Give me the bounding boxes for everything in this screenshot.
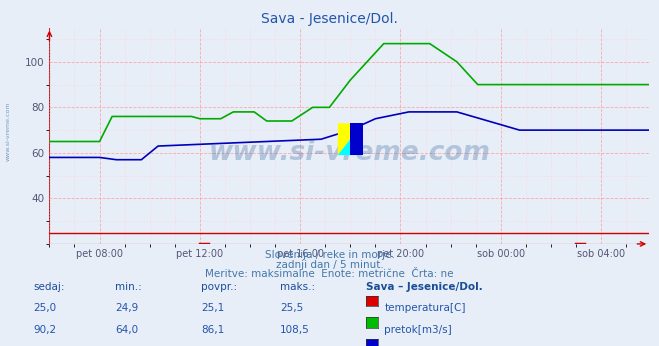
Text: 24,9: 24,9 <box>115 303 138 313</box>
Text: www.si-vreme.com: www.si-vreme.com <box>208 140 490 166</box>
Text: Meritve: maksimalne  Enote: metrične  Črta: ne: Meritve: maksimalne Enote: metrične Črta… <box>205 269 454 279</box>
Text: Slovenija / reke in morje.: Slovenija / reke in morje. <box>264 250 395 260</box>
Text: 108,5: 108,5 <box>280 325 310 335</box>
Text: pretok[m3/s]: pretok[m3/s] <box>384 325 452 335</box>
Text: zadnji dan / 5 minut.: zadnji dan / 5 minut. <box>275 260 384 270</box>
Polygon shape <box>338 123 363 155</box>
Text: 25,5: 25,5 <box>280 303 303 313</box>
Text: 86,1: 86,1 <box>201 325 224 335</box>
Text: 90,2: 90,2 <box>33 325 56 335</box>
Text: povpr.:: povpr.: <box>201 282 237 292</box>
Text: temperatura[C]: temperatura[C] <box>384 303 466 313</box>
Text: www.si-vreme.com: www.si-vreme.com <box>5 102 11 161</box>
Text: sedaj:: sedaj: <box>33 282 65 292</box>
Polygon shape <box>338 123 363 155</box>
Text: maks.:: maks.: <box>280 282 315 292</box>
Polygon shape <box>351 123 363 155</box>
Text: Sava – Jesenice/Dol.: Sava – Jesenice/Dol. <box>366 282 482 292</box>
Text: min.:: min.: <box>115 282 142 292</box>
Text: 64,0: 64,0 <box>115 325 138 335</box>
Text: Sava - Jesenice/Dol.: Sava - Jesenice/Dol. <box>261 12 398 26</box>
Text: 25,0: 25,0 <box>33 303 56 313</box>
Text: 25,1: 25,1 <box>201 303 224 313</box>
